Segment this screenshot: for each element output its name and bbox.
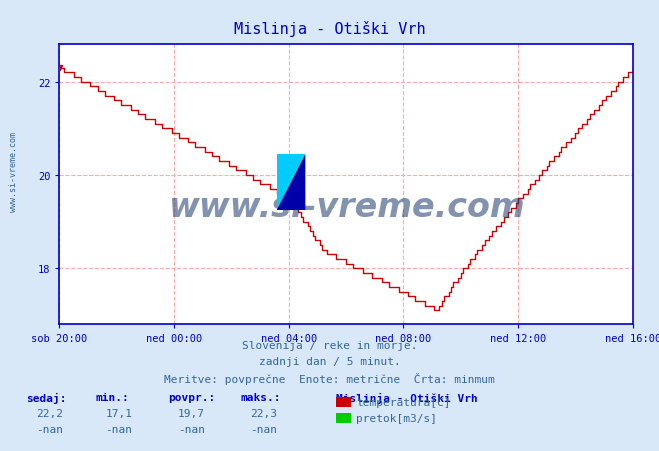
Text: Slovenija / reke in morje.: Slovenija / reke in morje.: [242, 341, 417, 350]
Text: povpr.:: povpr.:: [168, 392, 215, 402]
Polygon shape: [277, 155, 305, 211]
Text: www.si-vreme.com: www.si-vreme.com: [167, 191, 525, 224]
Text: www.si-vreme.com: www.si-vreme.com: [9, 132, 18, 211]
Text: 22,2: 22,2: [36, 408, 63, 418]
Text: maks.:: maks.:: [241, 392, 281, 402]
Text: -nan: -nan: [250, 424, 277, 434]
Text: 22,3: 22,3: [250, 408, 277, 418]
Polygon shape: [277, 155, 305, 211]
Text: Mislinja - Otiški Vrh: Mislinja - Otiški Vrh: [234, 21, 425, 37]
Text: 19,7: 19,7: [178, 408, 205, 418]
Text: -nan: -nan: [178, 424, 205, 434]
Text: sedaj:: sedaj:: [26, 392, 67, 403]
Bar: [277, 155, 305, 211]
Text: min.:: min.:: [96, 392, 129, 402]
Text: 17,1: 17,1: [105, 408, 132, 418]
Text: pretok[m3/s]: pretok[m3/s]: [356, 413, 437, 423]
Text: -nan: -nan: [36, 424, 63, 434]
Text: -nan: -nan: [105, 424, 132, 434]
Text: Mislinja - Otiški Vrh: Mislinja - Otiški Vrh: [336, 392, 478, 403]
Text: Meritve: povprečne  Enote: metrične  Črta: minmum: Meritve: povprečne Enote: metrične Črta:…: [164, 372, 495, 384]
Text: zadnji dan / 5 minut.: zadnji dan / 5 minut.: [258, 356, 401, 366]
Text: temperatura[C]: temperatura[C]: [356, 397, 450, 407]
